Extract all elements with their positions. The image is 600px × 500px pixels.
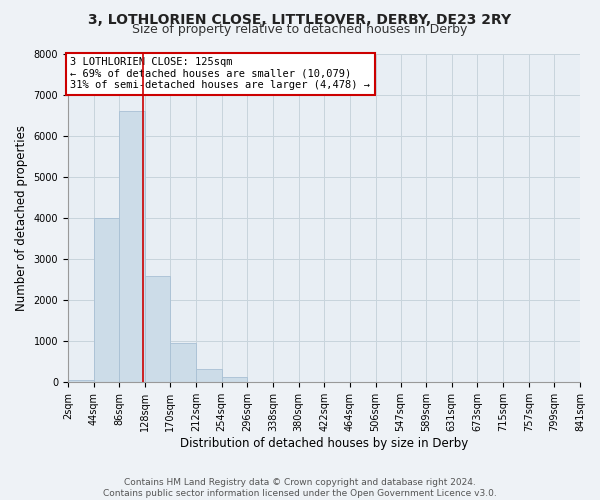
Bar [94, 218, 119, 382]
Text: Contains HM Land Registry data © Crown copyright and database right 2024.
Contai: Contains HM Land Registry data © Crown c… [103, 478, 497, 498]
Bar [196, 368, 222, 382]
Bar [222, 377, 247, 382]
Bar [68, 380, 94, 382]
X-axis label: Distribution of detached houses by size in Derby: Distribution of detached houses by size … [180, 437, 468, 450]
Text: Size of property relative to detached houses in Derby: Size of property relative to detached ho… [133, 22, 467, 36]
Y-axis label: Number of detached properties: Number of detached properties [15, 125, 28, 311]
Bar [119, 112, 145, 382]
Text: 3, LOTHLORIEN CLOSE, LITTLEOVER, DERBY, DE23 2RY: 3, LOTHLORIEN CLOSE, LITTLEOVER, DERBY, … [88, 12, 512, 26]
Bar [170, 343, 196, 382]
Bar [145, 276, 170, 382]
Text: 3 LOTHLORIEN CLOSE: 125sqm
← 69% of detached houses are smaller (10,079)
31% of : 3 LOTHLORIEN CLOSE: 125sqm ← 69% of deta… [70, 58, 370, 90]
